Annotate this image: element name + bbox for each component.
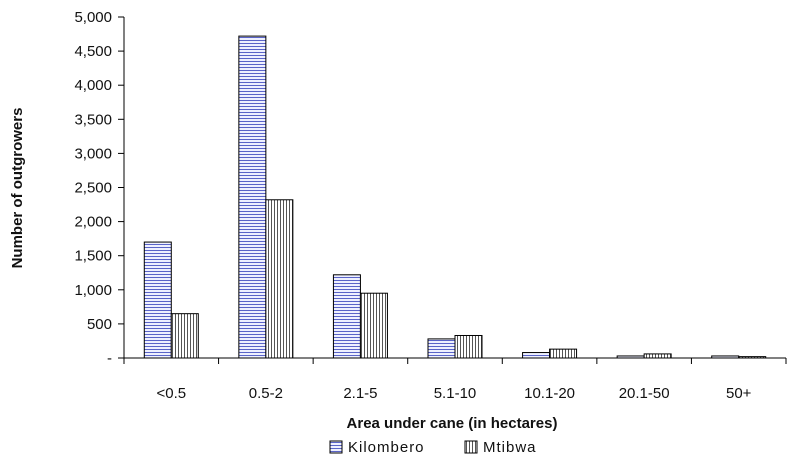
legend: Kilombero Mtibwa	[329, 439, 537, 456]
y-tick-label: 1,500	[74, 248, 112, 265]
bar-mtibwa-2	[359, 292, 388, 359]
y-axis-title: Number of outgrowers	[9, 108, 26, 269]
bar-kilombero-1	[238, 35, 267, 359]
x-tick-label: 2.1-5	[343, 385, 377, 402]
y-tick-label: 4,000	[74, 77, 112, 94]
y-tick-label: 500	[87, 316, 112, 333]
x-tick-label: <0.5	[156, 385, 186, 402]
y-tick-label: 2,500	[74, 180, 112, 197]
x-tick-label: 0.5-2	[249, 385, 283, 402]
bar-mtibwa-1	[265, 199, 294, 359]
legend-swatch-mtibwa	[464, 440, 478, 454]
bar-kilombero-6	[711, 355, 740, 359]
bar-mtibwa-5	[643, 353, 672, 359]
y-tick-label: 3,000	[74, 145, 112, 162]
bar-kilombero-0	[143, 241, 172, 359]
y-tick-label: 5,000	[74, 9, 112, 26]
y-tick-label: 1,000	[74, 282, 112, 299]
plot-area: - 500 1,000 1,500 2,000 2,500 3,000 3,500 4,000 4…	[74, 9, 787, 402]
x-tick-label: 20.1-50	[619, 385, 670, 402]
bar-mtibwa-6	[738, 356, 767, 359]
y-tick-label: 2,000	[74, 214, 112, 231]
y-tick-label: 4,500	[74, 43, 112, 60]
y-tick-label: 3,500	[74, 111, 112, 128]
bar-kilombero-3	[427, 338, 456, 359]
bar-kilombero-2	[332, 274, 361, 359]
x-tick-label: 5.1-10	[434, 385, 477, 402]
y-tick-label: -	[107, 350, 112, 367]
legend-swatch-kilombero	[329, 440, 343, 454]
bar-kilombero-4	[522, 352, 551, 359]
legend-label-mtibwa: Mtibwa	[483, 439, 537, 456]
x-tick-label: 50+	[726, 385, 752, 402]
bar-mtibwa-0	[170, 313, 199, 359]
y-axis-title-group: Number of outgrowers	[9, 108, 26, 269]
x-axis-title: Area under cane (in hectares)	[347, 415, 558, 432]
bar-kilombero-5	[616, 355, 645, 359]
x-tick-label: 10.1-20	[524, 385, 575, 402]
legend-label-kilombero: Kilombero	[348, 439, 425, 456]
bar-mtibwa-4	[549, 348, 578, 359]
bar-mtibwa-3	[454, 334, 483, 359]
